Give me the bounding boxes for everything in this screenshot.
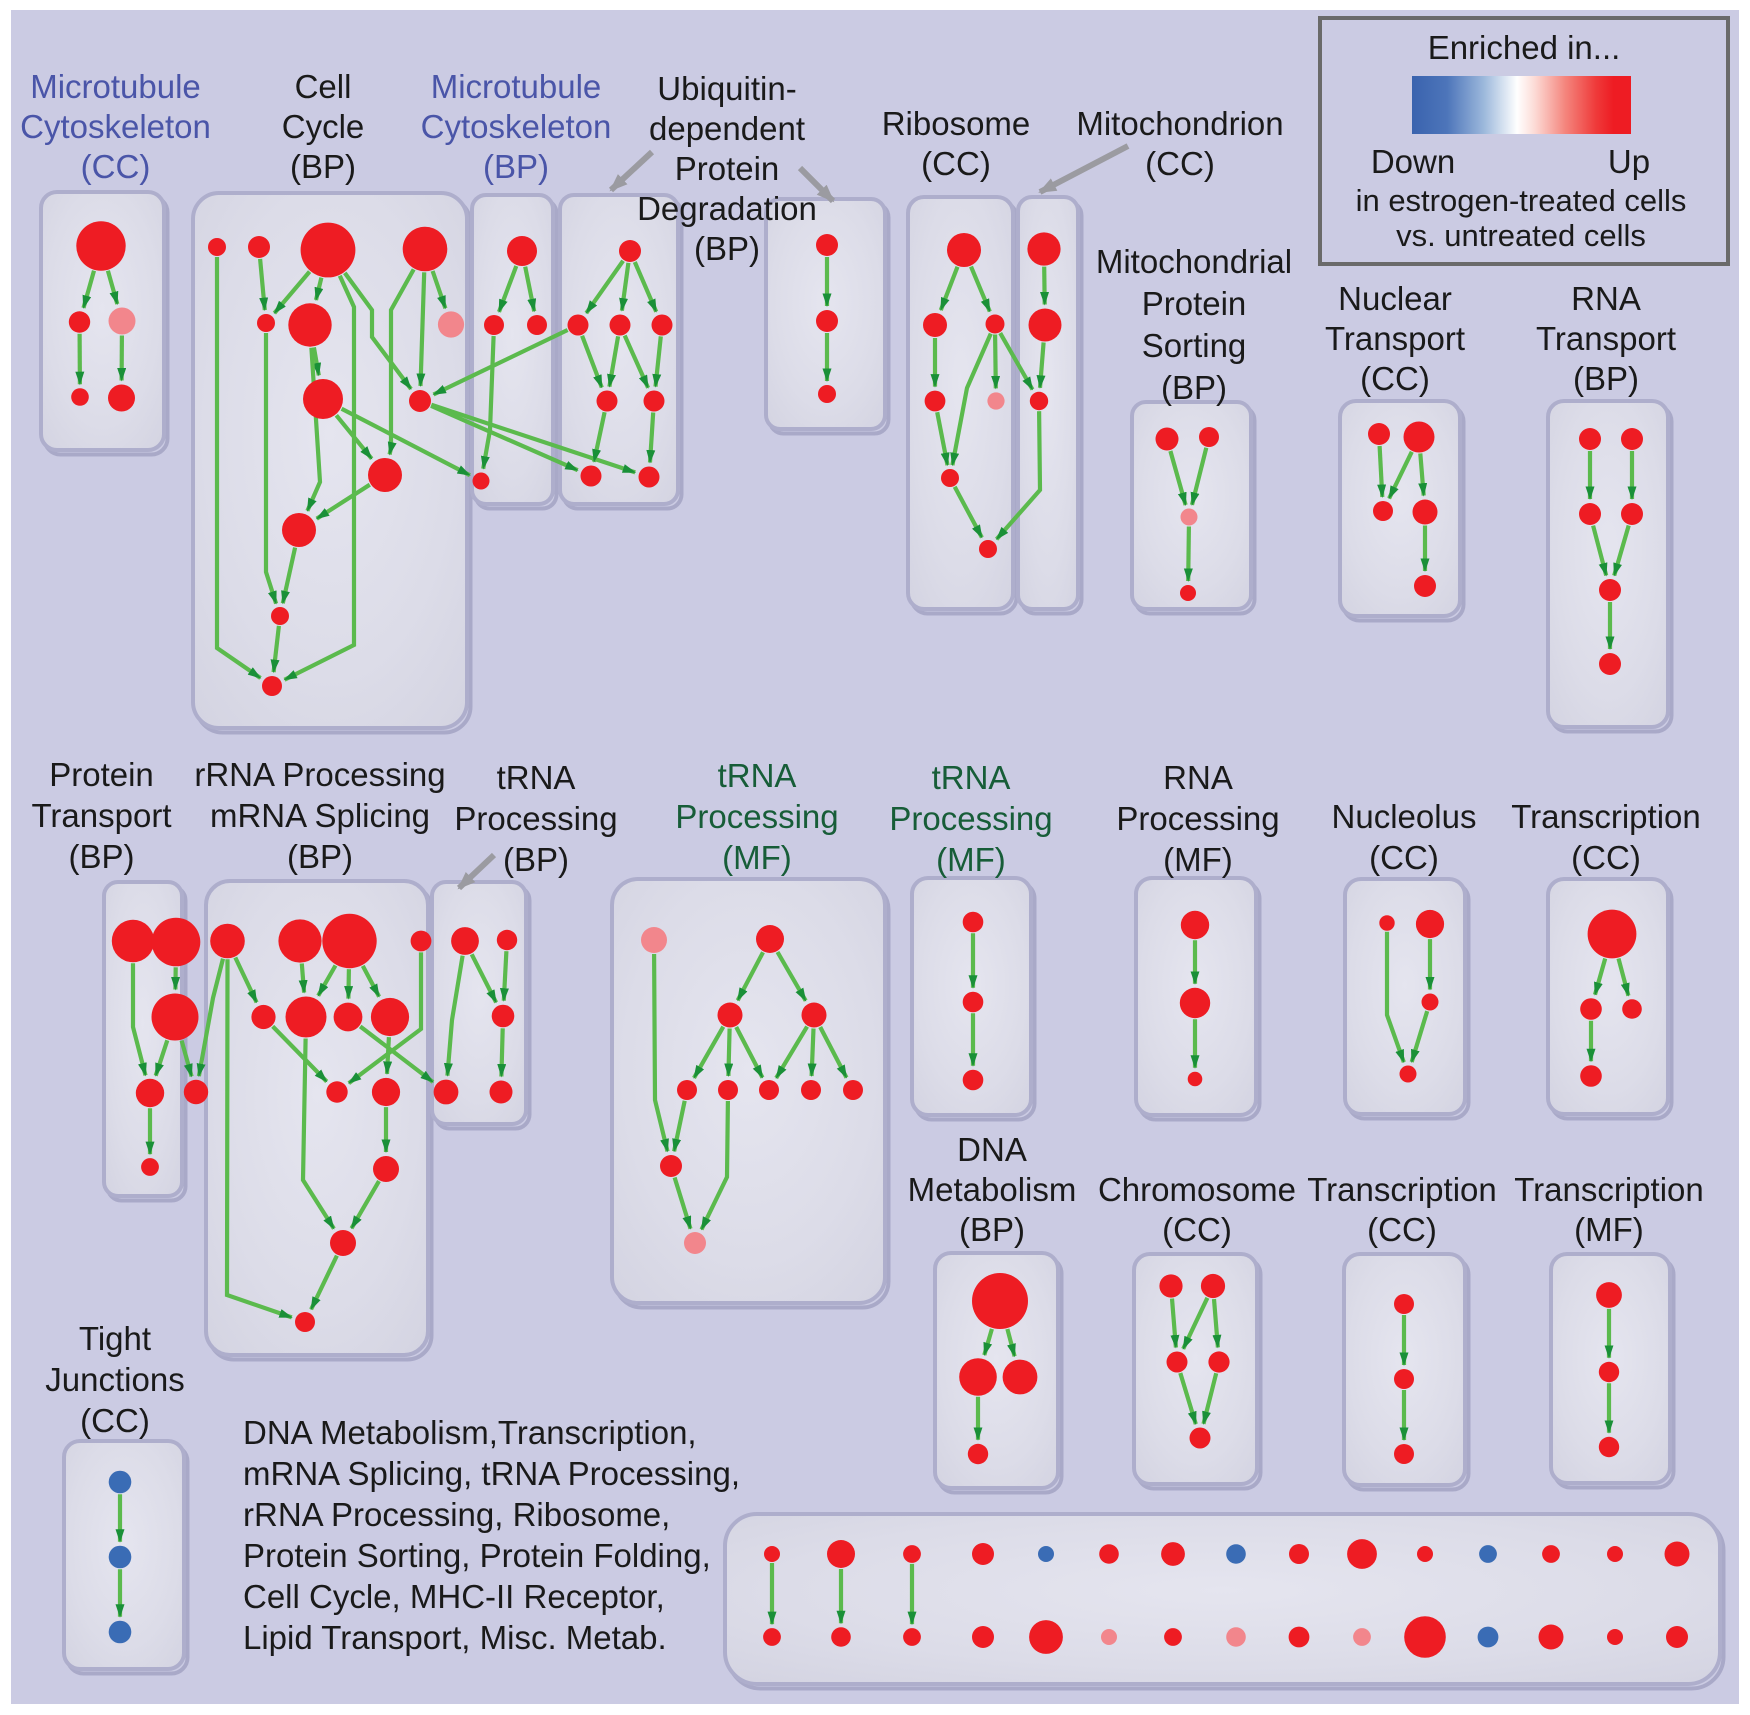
svg-text:Sorting: Sorting xyxy=(1142,327,1247,364)
svg-text:(BP): (BP) xyxy=(69,838,135,875)
svg-text:mRNA Splicing, tRNA Processing: mRNA Splicing, tRNA Processing, xyxy=(243,1455,740,1492)
svg-text:Protein: Protein xyxy=(675,150,780,187)
svg-text:Chromosome: Chromosome xyxy=(1098,1171,1296,1208)
svg-text:Cytoskeleton: Cytoskeleton xyxy=(20,108,211,145)
svg-text:Enriched in...: Enriched in... xyxy=(1428,29,1621,66)
svg-text:Microtubule: Microtubule xyxy=(431,68,602,105)
svg-text:dependent: dependent xyxy=(649,110,805,147)
svg-text:DNA: DNA xyxy=(957,1131,1027,1168)
svg-text:Processing: Processing xyxy=(1116,800,1279,837)
svg-text:Transport: Transport xyxy=(1325,320,1465,357)
svg-text:Cell Cycle, MHC-II Receptor,: Cell Cycle, MHC-II Receptor, xyxy=(243,1578,665,1615)
svg-text:RNA: RNA xyxy=(1163,759,1233,796)
svg-text:Protein: Protein xyxy=(1142,285,1247,322)
svg-text:(BP): (BP) xyxy=(1573,360,1639,397)
svg-text:(MF): (MF) xyxy=(1163,841,1233,878)
svg-text:Junctions: Junctions xyxy=(45,1361,184,1398)
svg-text:Nuclear: Nuclear xyxy=(1338,280,1452,317)
svg-text:(CC): (CC) xyxy=(80,1402,150,1439)
svg-text:(CC): (CC) xyxy=(921,145,991,182)
svg-text:tRNA: tRNA xyxy=(718,757,797,794)
svg-text:(MF): (MF) xyxy=(722,839,792,876)
svg-text:RNA: RNA xyxy=(1571,280,1641,317)
svg-text:(MF): (MF) xyxy=(936,841,1006,878)
svg-text:Degradation: Degradation xyxy=(637,190,817,227)
svg-text:Mitochondrion: Mitochondrion xyxy=(1076,105,1283,142)
svg-text:(CC): (CC) xyxy=(1162,1211,1232,1248)
svg-text:tRNA: tRNA xyxy=(932,759,1011,796)
svg-text:Ubiquitin-: Ubiquitin- xyxy=(657,70,796,107)
svg-text:(BP): (BP) xyxy=(959,1211,1025,1248)
svg-text:rRNA Processing: rRNA Processing xyxy=(194,756,445,793)
svg-text:Transcription: Transcription xyxy=(1514,1171,1704,1208)
svg-text:Cycle: Cycle xyxy=(282,108,365,145)
svg-text:tRNA: tRNA xyxy=(497,759,576,796)
svg-text:(MF): (MF) xyxy=(1574,1211,1644,1248)
svg-text:(BP): (BP) xyxy=(694,230,760,267)
svg-text:Transport: Transport xyxy=(32,797,172,834)
svg-text:Processing: Processing xyxy=(675,798,838,835)
svg-text:Transcription: Transcription xyxy=(1511,798,1701,835)
svg-text:Up: Up xyxy=(1608,143,1650,180)
svg-text:Protein: Protein xyxy=(49,756,154,793)
svg-text:(BP): (BP) xyxy=(290,148,356,185)
svg-text:(BP): (BP) xyxy=(1161,369,1227,406)
svg-text:Lipid Transport, Misc. Metab.: Lipid Transport, Misc. Metab. xyxy=(243,1619,667,1656)
svg-text:Transport: Transport xyxy=(1536,320,1676,357)
svg-text:Ribosome: Ribosome xyxy=(882,105,1031,142)
svg-text:Processing: Processing xyxy=(889,800,1052,837)
svg-text:Microtubule: Microtubule xyxy=(30,68,201,105)
svg-text:Transcription: Transcription xyxy=(1307,1171,1497,1208)
svg-text:(BP): (BP) xyxy=(287,838,353,875)
svg-text:(BP): (BP) xyxy=(483,148,549,185)
svg-text:Tight: Tight xyxy=(79,1320,151,1357)
svg-text:vs. untreated cells: vs. untreated cells xyxy=(1396,218,1646,253)
svg-text:DNA Metabolism,Transcription,: DNA Metabolism,Transcription, xyxy=(243,1414,697,1451)
svg-text:mRNA Splicing: mRNA Splicing xyxy=(210,797,430,834)
svg-text:(CC): (CC) xyxy=(1360,360,1430,397)
svg-text:(CC): (CC) xyxy=(1571,839,1641,876)
svg-text:Mitochondrial: Mitochondrial xyxy=(1096,243,1292,280)
svg-text:Cytoskeleton: Cytoskeleton xyxy=(421,108,612,145)
svg-text:(BP): (BP) xyxy=(503,841,569,878)
svg-text:(CC): (CC) xyxy=(1369,839,1439,876)
svg-text:(CC): (CC) xyxy=(81,148,151,185)
svg-text:Nucleolus: Nucleolus xyxy=(1332,798,1477,835)
svg-text:rRNA Processing, Ribosome,: rRNA Processing, Ribosome, xyxy=(243,1496,670,1533)
svg-text:Metabolism: Metabolism xyxy=(908,1171,1077,1208)
svg-text:Cell: Cell xyxy=(295,68,352,105)
svg-text:Down: Down xyxy=(1371,143,1455,180)
svg-text:in estrogen-treated cells: in estrogen-treated cells xyxy=(1356,183,1687,218)
svg-text:(CC): (CC) xyxy=(1145,145,1215,182)
svg-text:Processing: Processing xyxy=(454,800,617,837)
svg-text:(CC): (CC) xyxy=(1367,1211,1437,1248)
svg-text:Protein Sorting, Protein Foldi: Protein Sorting, Protein Folding, xyxy=(243,1537,711,1574)
